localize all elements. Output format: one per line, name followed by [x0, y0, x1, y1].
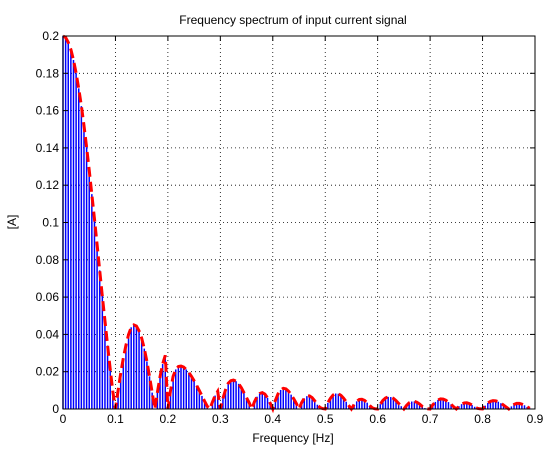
- y-tick-label: 0.02: [36, 365, 60, 379]
- y-tick-label: 0.04: [36, 327, 60, 341]
- y-tick-label: 0.16: [36, 104, 60, 118]
- x-tick-label: 0.3: [212, 412, 229, 426]
- y-axis-label: [A]: [5, 215, 19, 230]
- chart-title: Frequency spectrum of input current sign…: [179, 13, 406, 27]
- y-tick-label: 0.08: [36, 253, 60, 267]
- x-tick-label: 0.2: [160, 412, 177, 426]
- envelope-curve: [62, 34, 531, 414]
- grid: [63, 36, 535, 409]
- x-axis-label: Frequency [Hz]: [252, 431, 333, 445]
- y-tick-label: 0.12: [36, 178, 60, 192]
- y-tick-label: 0.14: [36, 141, 60, 155]
- y-tick-label: 0: [52, 402, 59, 416]
- y-tick-label: 0.06: [36, 290, 60, 304]
- y-tick-label: 0.1: [42, 216, 59, 230]
- axis-ticks: 0 0.1 0.2 0.3 0.4 0.5 0.6 0.7 0.8 0.9 0 0.02 0.04 0.0…: [36, 29, 544, 426]
- x-tick-label: 0.6: [369, 412, 386, 426]
- x-tick-label: 0.4: [264, 412, 281, 426]
- x-tick-label: 0.9: [527, 412, 544, 426]
- x-tick-label: 0.7: [422, 412, 439, 426]
- x-tick-label: 0: [60, 412, 67, 426]
- x-tick-label: 0.5: [317, 412, 334, 426]
- x-tick-label: 0.1: [107, 412, 124, 426]
- x-tick-label: 0.8: [474, 412, 491, 426]
- y-tick-label: 0.2: [42, 29, 59, 43]
- y-tick-label: 0.18: [36, 66, 60, 80]
